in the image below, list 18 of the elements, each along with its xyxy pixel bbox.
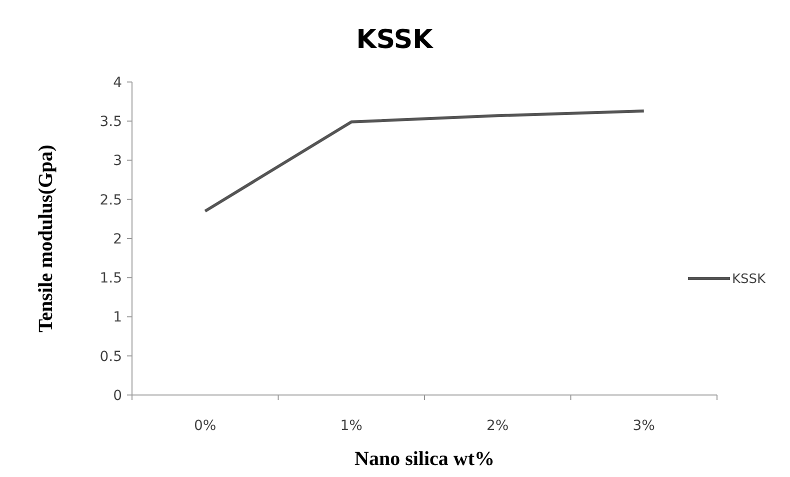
x-tick-label: 0% (194, 418, 216, 434)
x-axis-title: Nano silica wt% (354, 448, 494, 470)
y-tick-label: 4 (113, 74, 122, 91)
y-axis-title: Tensile modulus(Gpa) (35, 144, 57, 332)
chart-title: KSSK (356, 25, 434, 55)
y-tick-label: 3.5 (100, 114, 122, 130)
x-tick-label: 3% (632, 418, 655, 434)
x-tick-label: 2% (486, 418, 509, 434)
line-series (204, 109, 646, 213)
y-tick-label: 0.5 (100, 348, 122, 365)
y-tick-label: 1.5 (100, 270, 122, 287)
y-tick-label: 2 (113, 231, 122, 248)
y-tick-label: 1 (113, 310, 122, 326)
legend-label: KSSK (732, 272, 766, 288)
y-tick-label: 3 (113, 153, 122, 170)
y-tick-label: 2.5 (100, 192, 122, 208)
y-tick-label: 0 (113, 388, 122, 404)
x-tick-label: 1% (340, 418, 362, 434)
